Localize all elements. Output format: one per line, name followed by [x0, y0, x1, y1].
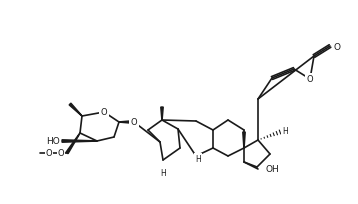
Text: O: O: [307, 75, 313, 84]
Polygon shape: [69, 104, 82, 116]
Polygon shape: [66, 133, 80, 154]
Polygon shape: [62, 140, 97, 143]
Text: H: H: [282, 126, 288, 135]
Text: O: O: [57, 149, 64, 158]
Polygon shape: [161, 108, 163, 120]
Text: H: H: [160, 169, 166, 178]
Polygon shape: [243, 132, 245, 148]
Text: HO: HO: [46, 137, 60, 146]
Text: O: O: [45, 149, 52, 158]
Text: OH: OH: [265, 165, 279, 174]
Text: O: O: [101, 108, 107, 117]
Polygon shape: [119, 121, 134, 124]
Text: H: H: [195, 155, 201, 164]
Text: O: O: [334, 42, 341, 51]
Text: O: O: [131, 118, 137, 127]
